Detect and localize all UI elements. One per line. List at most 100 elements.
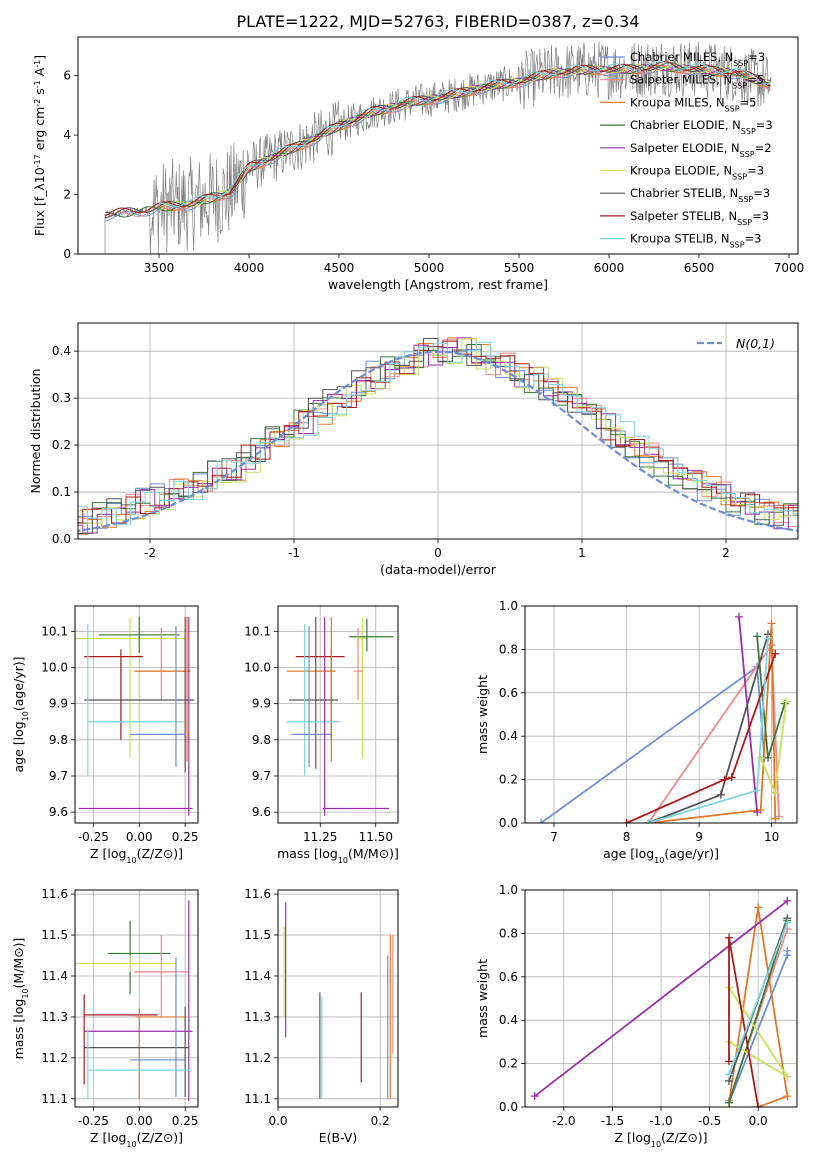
tspan-sub: 10 [338,856,348,865]
y-tick-label: 11.4 [41,969,68,983]
axes-age_vs_mass: 11.25 11.50 9.6 9.7 9.8 9.9 10.0 10.1 mass [log1… [244,605,399,865]
weight-line-salpeter_stelib [626,653,777,823]
y-tick-label: 4 [63,128,71,142]
y-axis-label: mass weight [475,959,490,1038]
plot-area-mass_vs_ebv [283,902,394,1099]
tspan: A [32,67,47,80]
x-axis-label: Z [log10(Z/Z⊙)] [90,846,183,865]
tspan-sub: 10 [126,856,136,865]
y-tick-label: 11.3 [41,1010,68,1024]
tspan: =5 [747,73,764,87]
tspan-sup: -2 [33,99,42,107]
tspan: =3 [752,209,769,223]
axes-frame [277,889,399,1108]
x-tick-label: 11.25 [303,830,337,844]
tspan: log [632,1130,651,1145]
x-tick-label: 2 [722,546,730,560]
y-axis-label: mass weight [475,675,490,754]
y-tick-label: 0.2 [499,773,518,787]
tspan: (age/yr)] [664,846,719,861]
gaussian-curve [78,350,798,532]
y-tick-label: 9.9 [49,697,68,711]
axes-frame [524,889,798,1108]
x-tick-label: 9 [695,830,703,844]
x-tick-label: 0.00 [126,1114,153,1128]
x-tick-label: -1.5 [601,1114,624,1128]
x-tick-label: 8 [623,830,631,844]
tspan: Z [ [90,846,107,861]
tspan: λ [32,183,47,191]
tspan: s [32,88,47,99]
tspan: =5 [740,95,757,109]
tspan: age [ [603,846,635,861]
tspan-sub: SSP [733,59,748,68]
tspan: =3 [745,232,762,246]
tspan: Chabrier ELODIE, N [630,118,741,132]
axes-weight_vs_z: -2.0 -1.5 -1.0 -0.5 0.0 0.0 0.2 0.4 0.6 0.8 1.0 Z [… [475,883,798,1149]
legend-label-gauss: N(0,1) [736,336,775,351]
legend-label-chabrier_elodie: Chabrier ELODIE, NSSP=3 [630,118,773,136]
y-tick-label: 0.4 [499,1013,518,1027]
plot-area-age_vs_z [75,616,195,816]
y-tick-label: 9.7 [252,769,271,783]
axes-frame [77,322,799,540]
tspan: log [319,846,338,861]
y-tick-label: 11.2 [244,1051,271,1065]
tspan: Normed distribution [28,369,43,494]
axes-residuals: -2 -1 0 1 2 0.0 0.1 0.2 0.3 0.4 (data-model)/error… [28,322,799,577]
y-tick-label: 9.7 [49,769,68,783]
axes-mass_vs_ebv: 0.0 0.2 11.1 11.2 11.3 11.4 11.5 11.6 E(B-V) [244,887,399,1145]
weight-marker-salpeter_stelib [720,775,729,784]
weight-marker-salpeter_elodie [734,612,743,621]
hist-step-chabrier_stelib [78,338,798,534]
plot-area-residuals [78,337,798,535]
weight-marker-salpeter_stelib [725,1057,733,1066]
tspan: (M/M⊙)] [348,846,399,861]
weight-marker-chabrier_elodie [763,753,772,762]
y-tick-label: 0.6 [499,970,518,984]
x-tick-label: 0.0 [749,1114,768,1128]
plot-area-mass_vs_z [75,900,193,1101]
plot-area-weight_vs_age [536,612,791,823]
x-tick-label: 11.50 [359,830,393,844]
x-tick-label: -2 [144,546,156,560]
tspan: E(B-V) [319,1130,358,1145]
y-tick-label: 0.6 [499,686,518,700]
tspan-sub: 10 [651,1140,661,1149]
weight-marker-chabrier_miles [536,819,545,823]
weight-marker-kroupa_stelib [725,1070,733,1079]
legend-label-kroupa_stelib: Kroupa STELIB, NSSP=3 [630,232,761,250]
x-axis-label: (data-model)/error [380,562,497,577]
tspan: (age/yr)] [11,656,26,711]
y-tick-label: 1.0 [499,599,518,613]
legend-label-kroupa_elodie: Kroupa ELODIE, NSSP=3 [630,164,764,182]
y-tick-label: 6 [63,69,71,83]
weight-marker-kroupa_elodie [783,1072,792,1081]
weight-marker-chabrier_elodie [725,1098,733,1107]
weight-marker-salpeter_elodie [783,896,792,905]
y-tick-label: 0.2 [52,438,71,452]
tspan-sup: -1 [33,60,42,68]
tspan: Kroupa STELIB, N [630,232,730,246]
weight-marker-chabrier_elodie [753,632,762,641]
tspan: =3 [756,118,773,132]
hist-step-salpeter_miles [78,339,798,528]
tspan: log [107,1130,126,1145]
weight-marker-chabrier_miles [783,946,792,955]
x-tick-label: 6500 [684,261,715,275]
tspan-sub: SSP [732,81,747,90]
tspan: Chabrier MILES, N [630,50,733,64]
weight-marker-kroupa_elodie [771,788,780,797]
y-tick-label: 11.2 [41,1051,68,1065]
tspan-sub: SSP [737,217,752,226]
y-tick-label: 11.1 [41,1092,68,1106]
weight-line-chabrier_miles [540,665,766,823]
weight-marker-kroupa_miles [783,1092,792,1101]
y-tick-label: 10.1 [41,624,68,638]
x-tick-label: -0.5 [698,1114,721,1128]
y-tick-label: 0.0 [52,532,71,546]
tspan: log [635,846,654,861]
weight-line-salpeter_miles [647,642,780,823]
x-axis-label: mass [log10(M/M⊙)] [277,846,399,865]
